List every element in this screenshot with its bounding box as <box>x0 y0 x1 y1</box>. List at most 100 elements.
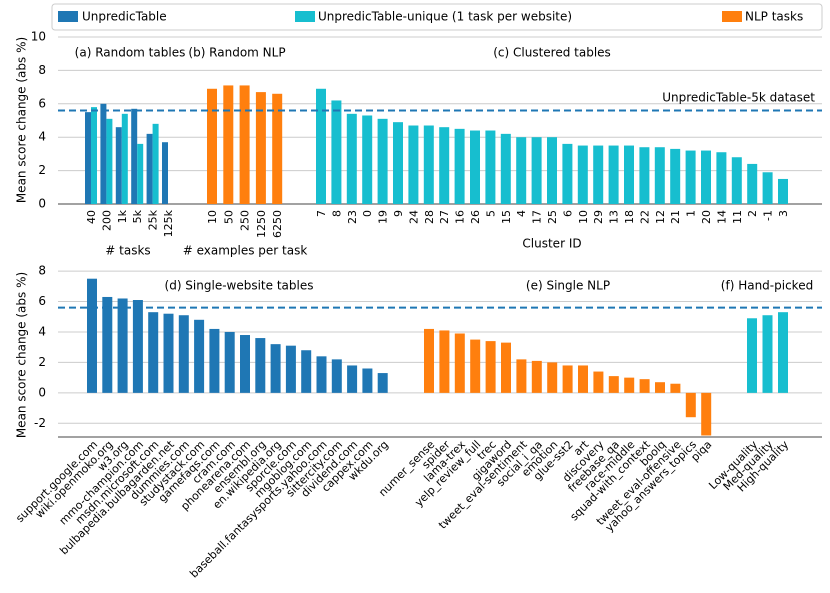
bar <box>778 178 788 204</box>
bar <box>240 335 250 393</box>
bar <box>639 147 650 204</box>
x-tick-label: 50 <box>222 210 235 224</box>
y-axis-label: Mean score change (abs %) <box>15 272 29 438</box>
y-tick-label: 4 <box>38 324 46 338</box>
legend-swatch <box>295 11 315 22</box>
bar <box>470 339 481 393</box>
bar <box>223 85 234 204</box>
bar <box>701 150 711 204</box>
bar <box>102 296 113 393</box>
bar <box>562 365 573 393</box>
group-title: (a) Random tables <box>75 46 186 60</box>
x-tick-label: 27 <box>438 210 451 224</box>
x-tick-label: 20 <box>700 210 713 224</box>
legend-label: NLP tasks <box>745 10 803 24</box>
bar <box>624 377 635 393</box>
bar <box>91 107 97 204</box>
bar <box>639 379 650 393</box>
bar <box>454 128 465 204</box>
bar <box>485 130 496 204</box>
x-axis-label: # tasks <box>105 244 150 258</box>
bar <box>132 300 143 393</box>
bar <box>577 145 588 204</box>
group-title: (f) Hand-picked <box>721 279 813 293</box>
y-tick-label: 8 <box>38 264 46 278</box>
group-title: (b) Random NLP <box>188 46 285 60</box>
x-tick-label: 22 <box>638 210 651 224</box>
y-axis-label: Mean score change (abs %) <box>15 37 29 203</box>
bar <box>316 88 326 204</box>
bar <box>346 113 357 204</box>
bar <box>178 315 189 393</box>
bar <box>670 383 681 393</box>
group-title: (c) Clustered tables <box>493 46 611 60</box>
x-tick-label: 23 <box>346 210 359 224</box>
x-tick-label: 5 <box>484 210 497 217</box>
bar <box>655 382 665 393</box>
bar <box>331 359 342 393</box>
bar <box>747 163 758 204</box>
x-tick-label: 12 <box>654 210 667 224</box>
group-title: (d) Single-website tables <box>165 279 314 293</box>
x-tick-label: 6250 <box>271 210 284 238</box>
bar <box>117 298 128 393</box>
y-tick-label: 6 <box>38 96 46 110</box>
bar <box>578 365 588 393</box>
bar <box>500 133 511 204</box>
bar <box>393 122 403 204</box>
x-tick-label: 4 <box>515 210 528 217</box>
x-tick-label: 250 <box>239 210 252 231</box>
bar <box>531 360 542 393</box>
bar <box>255 92 266 204</box>
x-tick-label: 6 <box>561 210 574 217</box>
x-tick-label: 28 <box>423 210 436 224</box>
y-tick-label: -2 <box>34 416 46 430</box>
reference-label: UnpredicTable-5k dataset <box>662 91 815 105</box>
bar <box>87 278 97 393</box>
bar <box>207 88 217 204</box>
x-tick-label: 2 <box>746 210 759 217</box>
x-tick-label: 18 <box>623 210 636 224</box>
y-tick-label: 4 <box>38 130 46 144</box>
bar <box>362 115 373 204</box>
x-tick-label: 11 <box>731 210 744 224</box>
bar <box>377 373 388 393</box>
bar <box>146 133 153 204</box>
bar <box>562 143 573 204</box>
bar <box>121 113 128 204</box>
x-tick-label: 16 <box>454 210 467 224</box>
legend-swatch <box>722 11 742 22</box>
bar <box>685 150 696 204</box>
bar <box>137 143 144 204</box>
x-tick-label: 125k <box>162 209 175 237</box>
y-tick-label: 8 <box>38 63 46 77</box>
bar <box>194 319 205 393</box>
bar <box>654 147 665 204</box>
x-tick-label: 24 <box>407 210 420 224</box>
x-tick-label: 10 <box>577 210 590 224</box>
bar <box>685 392 696 418</box>
legend-swatch <box>58 11 78 22</box>
bar <box>377 118 388 204</box>
x-tick-label: 17 <box>531 210 544 224</box>
bar <box>716 152 727 204</box>
x-tick-label: 8 <box>330 210 343 217</box>
x-tick-label: 40 <box>85 210 98 224</box>
x-tick-label: 1250 <box>255 210 268 238</box>
bar <box>162 142 168 204</box>
legend-box <box>51 3 823 31</box>
x-tick-label: 14 <box>715 210 728 224</box>
bar <box>408 125 419 204</box>
x-tick-label: 19 <box>377 210 390 224</box>
bar <box>593 145 604 204</box>
y-tick-label: 0 <box>38 197 46 211</box>
bar <box>131 108 138 204</box>
bar <box>163 313 174 393</box>
bar <box>501 342 511 393</box>
bar <box>148 312 159 393</box>
bar <box>272 93 283 204</box>
bar <box>224 331 235 393</box>
bar <box>454 333 465 393</box>
x-tick-label: 25k <box>147 209 160 230</box>
bar <box>424 328 434 393</box>
